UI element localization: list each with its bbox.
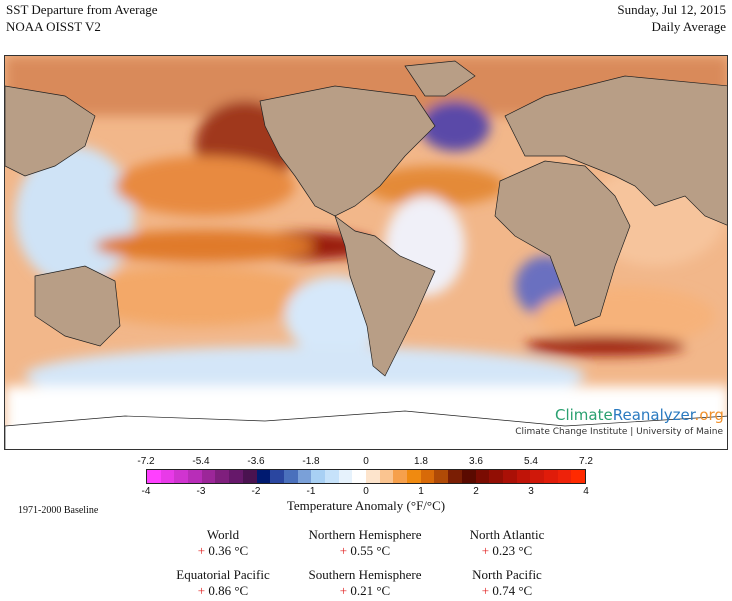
south-america: [334, 215, 436, 377]
stat-label: World: [206, 527, 240, 542]
color-bar-segment: [160, 470, 175, 483]
tick-label: -7.2: [137, 456, 155, 467]
sign: +: [339, 583, 348, 598]
sign: +: [197, 543, 206, 558]
stat-value: 0.36 °C: [208, 543, 249, 558]
stat-label: Southern Hemisphere: [308, 567, 422, 582]
stat-item: Northern Hemisphere + 0.55 °C: [280, 527, 450, 559]
color-bar-segment: [229, 470, 243, 483]
tick-label: 5.4: [524, 456, 538, 467]
color-bar-segment: [461, 470, 476, 483]
color-bar-segment: [174, 470, 189, 483]
stat-label: Equatorial Pacific: [176, 567, 270, 582]
color-bar-segment: [297, 470, 312, 483]
sign: +: [481, 583, 490, 598]
stat-item: North Atlantic + 0.23 °C: [422, 527, 592, 559]
logo-climate: Climate: [555, 406, 613, 424]
logo-org: .org: [694, 406, 724, 424]
east-asia: [5, 85, 96, 177]
color-bar-segment: [338, 470, 353, 483]
color-bar-segment: [434, 470, 449, 483]
color-bar-segment: [393, 470, 408, 483]
stat-label: North Atlantic: [469, 527, 545, 542]
color-bar-segment: [147, 470, 161, 483]
tick-label: 3.6: [469, 456, 483, 467]
tick-label: -5.4: [192, 456, 210, 467]
tick-label: 1.8: [414, 456, 428, 467]
stat-value: 0.74 °C: [492, 583, 533, 598]
period-label: Daily Average: [651, 19, 726, 34]
continents: [5, 60, 727, 449]
australia: [34, 265, 121, 347]
color-bar-segment: [283, 470, 298, 483]
color-bar-segment: [352, 470, 366, 483]
color-bar-segment: [475, 470, 490, 483]
dataset-name: NOAA OISST V2: [6, 19, 101, 34]
color-bar-segment: [448, 470, 462, 483]
tick-label: -2: [251, 486, 261, 497]
color-bar-segment: [270, 470, 284, 483]
tick-label: 0: [363, 456, 369, 467]
greenland: [404, 60, 476, 97]
color-bar-segment: [188, 470, 202, 483]
stat-item: World + 0.36 °C: [138, 527, 308, 559]
tick-label: 3: [528, 486, 534, 497]
color-bar-segment: [557, 470, 572, 483]
eurasia: [504, 75, 727, 226]
tick-label: -3: [196, 486, 206, 497]
tick-label: 0: [363, 486, 369, 497]
sign: +: [339, 543, 348, 558]
color-bar-segment: [201, 470, 216, 483]
color-bar-segment: [215, 470, 230, 483]
antarctica: [5, 410, 727, 449]
tick-label: 4: [583, 486, 589, 497]
color-bar-segment: [366, 470, 380, 483]
stat-value: 0.23 °C: [492, 543, 533, 558]
tick-label: 2: [473, 486, 479, 497]
sign: +: [481, 543, 490, 558]
stat-item: North Pacific + 0.74 °C: [422, 567, 592, 599]
date-label: Sunday, Jul 12, 2015: [617, 2, 726, 17]
logo-reanalyzer: Reanalyzer: [612, 406, 695, 424]
map-canvas: [5, 56, 727, 449]
color-bar-segment: [420, 470, 435, 483]
legend-title: Temperature Anomaly (°F/°C): [286, 498, 446, 513]
baseline-label: 1971-2000 Baseline: [18, 505, 99, 516]
credit-text: Climate Change Institute | University of…: [515, 427, 723, 437]
tick-label: -1: [306, 486, 316, 497]
north-america: [259, 85, 436, 217]
stat-label: Northern Hemisphere: [308, 527, 422, 542]
color-bar-segment: [543, 470, 558, 483]
stat-value: 0.55 °C: [350, 543, 391, 558]
map-title: SST Departure from Average: [6, 2, 158, 17]
tick-label: -3.6: [247, 456, 265, 467]
sst-anomaly-map[interactable]: ClimateReanalyzer.org Climate Change Ins…: [4, 55, 728, 450]
color-bar-segment: [530, 470, 544, 483]
color-bar-segment: [311, 470, 325, 483]
climate-reanalyzer-logo[interactable]: ClimateReanalyzer.org: [555, 406, 724, 424]
africa: [494, 160, 631, 327]
color-bar-segment: [571, 470, 585, 483]
stat-value: 0.86 °C: [208, 583, 249, 598]
color-bar-segment: [242, 470, 257, 483]
color-bar-segment: [502, 470, 517, 483]
tick-label: -4: [141, 486, 151, 497]
stat-value: 0.21 °C: [350, 583, 391, 598]
color-bar-segment: [489, 470, 503, 483]
color-bar-segment: [256, 470, 271, 483]
color-bar-segment: [379, 470, 394, 483]
tick-label: 1: [418, 486, 424, 497]
tick-label: 7.2: [579, 456, 593, 467]
color-bar: [146, 469, 586, 484]
color-bar-segment: [407, 470, 421, 483]
stat-label: North Pacific: [472, 567, 542, 582]
sign: +: [197, 583, 206, 598]
stat-item: Equatorial Pacific + 0.86 °C: [138, 567, 308, 599]
color-bar-segment: [324, 470, 339, 483]
stat-item: Southern Hemisphere + 0.21 °C: [280, 567, 450, 599]
color-bar-segment: [516, 470, 531, 483]
tick-label: -1.8: [302, 456, 320, 467]
